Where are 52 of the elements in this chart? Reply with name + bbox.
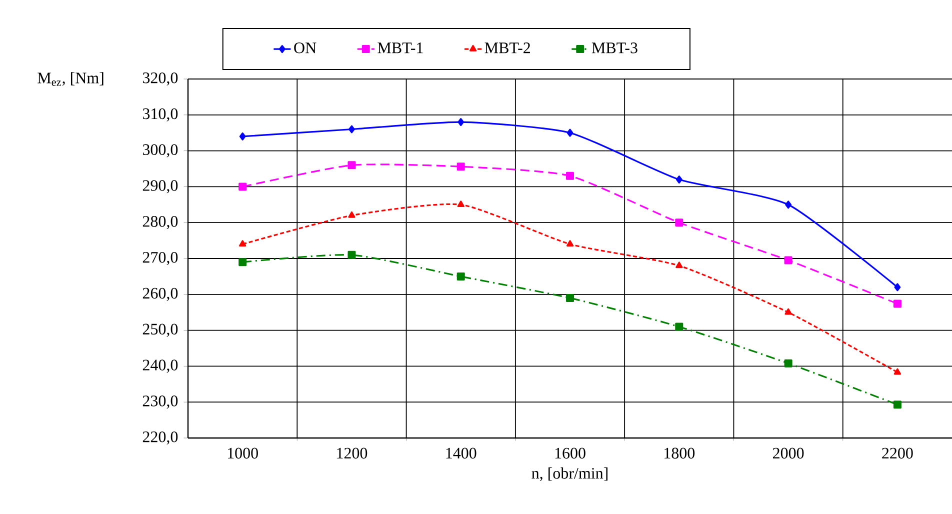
x-tick-label: 1600 [555,448,586,459]
point [348,125,355,134]
point [566,294,574,302]
point [893,400,902,409]
y-tick-label: 290,0 [142,180,178,194]
legend-label: ON [294,42,316,54]
point [238,258,247,266]
point [456,272,465,280]
legend-label: MBT-1 [378,42,423,54]
point [348,250,356,259]
point [675,218,684,227]
point [566,172,574,180]
y-tick-label: 230,0 [142,396,178,409]
point [784,256,792,264]
point [566,128,574,137]
x-tick-label: 1000 [228,448,258,459]
legend-label: MBT-2 [484,42,530,54]
x-tick-label: 2000 [772,448,804,459]
point [785,200,792,209]
point [566,240,574,247]
y-tick-label: 270,0 [142,252,178,266]
x-tick-label: 1400 [446,448,476,459]
y-tick-label: 220,0 [142,431,178,445]
y-tick-label: 250,0 [142,324,178,337]
point [676,176,682,184]
point [784,359,792,368]
point [348,211,356,218]
point [458,118,464,126]
y-tick-label: 280,0 [142,216,178,230]
point [456,162,465,171]
point [348,161,356,170]
point [457,200,464,208]
y-tick-label: 310,0 [142,108,178,122]
point [893,300,902,308]
point [676,262,683,268]
point [894,368,902,375]
y-tick-label: 260,0 [142,288,178,301]
y-tick-label: 300,0 [142,144,178,158]
x-tick-label: 2200 [882,448,913,459]
point [675,322,684,331]
y-tick-label: 240,0 [142,360,178,373]
y-tick-label: 320,0 [142,72,178,86]
point [894,283,901,292]
legend-label: MBT-3 [592,42,638,54]
point [239,132,246,140]
point [784,308,792,315]
x-axis-title: n, [obr/min] [532,467,608,482]
point [238,182,247,191]
point [239,240,246,247]
x-tick-label: 1200 [337,448,368,459]
y-axis-title: M$_{ez}$, [Nm] [38,72,104,86]
x-tick-label: 1800 [664,448,695,459]
